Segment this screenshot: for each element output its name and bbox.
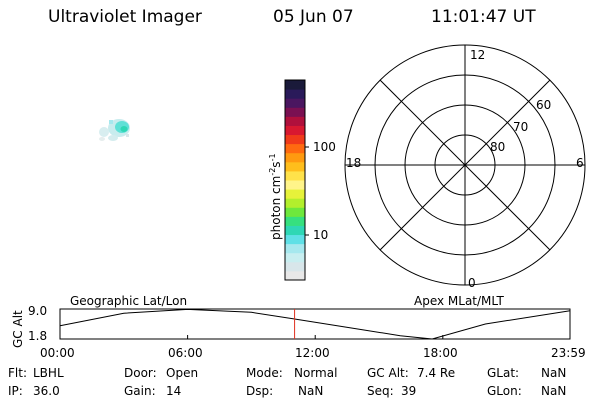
timeline-tick-1200: 12:00 [295, 346, 330, 360]
color-bar-cell [285, 216, 305, 226]
color-bar-cell [285, 198, 305, 208]
color-bar-cell [285, 189, 305, 199]
flt-value: LBHL [33, 366, 64, 380]
color-bar-cell [285, 207, 305, 217]
mlt-label-0: 0 [468, 276, 476, 290]
color-bar-cell [285, 261, 305, 272]
mlt-label-6: 6 [576, 156, 584, 170]
color-bar-cell [285, 225, 305, 236]
color-bar-cell [285, 234, 305, 245]
glon-label: GLon: [487, 384, 522, 398]
seq-label: Seq: [367, 384, 394, 398]
seq-value: 39 [401, 384, 417, 398]
color-bar-cell [285, 125, 305, 136]
gcalt-label: GC Alt: [367, 366, 409, 380]
timeline-frame [59, 308, 571, 340]
door-value: Open [166, 366, 199, 380]
color-bar-cell [285, 170, 305, 181]
timeline-left-title: Geographic Lat/Lon [70, 294, 188, 308]
ip-value: 36.0 [33, 384, 60, 398]
timeline-tick-1800: 18:00 [423, 346, 458, 360]
mode-value: Normal [294, 366, 338, 380]
glon-value: NaN [541, 384, 567, 398]
color-bar-cell [285, 98, 305, 108]
timeline-tick-0000: 00:00 [40, 346, 75, 360]
time-label: 11:01:47 UT [431, 7, 536, 27]
timeline-tick-0600: 06:00 [168, 346, 203, 360]
glat-label: GLat: [487, 366, 520, 380]
color-bar-cell [285, 116, 305, 126]
gcalt-value: 7.4 Re [417, 366, 456, 380]
instrument-title: Ultraviolet Imager [48, 7, 202, 27]
gain-value: 14 [166, 384, 182, 398]
timeline-tick-2359: 23:59 [551, 346, 586, 360]
lat-label-80: 80 [490, 140, 506, 154]
lat-label-60: 60 [536, 98, 552, 112]
color-bar-cells [285, 80, 305, 281]
flt-label: Flt: [8, 366, 27, 380]
date-label: 05 Jun 07 [273, 7, 354, 27]
timeline-y-bottom: 1.8 [28, 329, 48, 343]
mlt-label-18: 18 [346, 156, 362, 170]
color-bar-cell [285, 89, 305, 99]
color-bar-frame [284, 79, 306, 281]
color-bar-cell [285, 152, 305, 163]
colorbar-tick-label-100: 100 [313, 140, 336, 154]
mode-label: Mode: [246, 366, 283, 380]
color-bar-cell [285, 107, 305, 117]
ip-label: IP: [8, 384, 23, 398]
color-bar-cell [285, 143, 305, 154]
color-bar-cell [285, 80, 305, 90]
dsp-label: Dsp: [246, 384, 274, 398]
lat-label-70: 70 [513, 120, 529, 134]
door-label: Door: [124, 366, 157, 380]
color-bar-cell [285, 180, 305, 190]
polar-diagonal-2 [379, 79, 551, 251]
timeline-right-title: Apex MLat/MLT [414, 294, 504, 308]
color-bar-cell [285, 270, 305, 281]
aurora-blob [99, 119, 130, 141]
gain-label: Gain: [124, 384, 156, 398]
colorbar-tick-label-10: 10 [313, 228, 329, 242]
color-bar-cell [285, 243, 305, 254]
timeline-y-top: 9.0 [28, 304, 48, 318]
timeline-ticks [59, 335, 571, 339]
color-bar-cell [285, 252, 305, 263]
glat-value: NaN [541, 366, 567, 380]
color-bar-cell [285, 161, 305, 172]
timeline-altitude-curve [59, 308, 571, 340]
mlt-label-12: 12 [470, 48, 486, 62]
dsp-value: NaN [298, 384, 324, 398]
color-bar-cell [285, 134, 305, 145]
